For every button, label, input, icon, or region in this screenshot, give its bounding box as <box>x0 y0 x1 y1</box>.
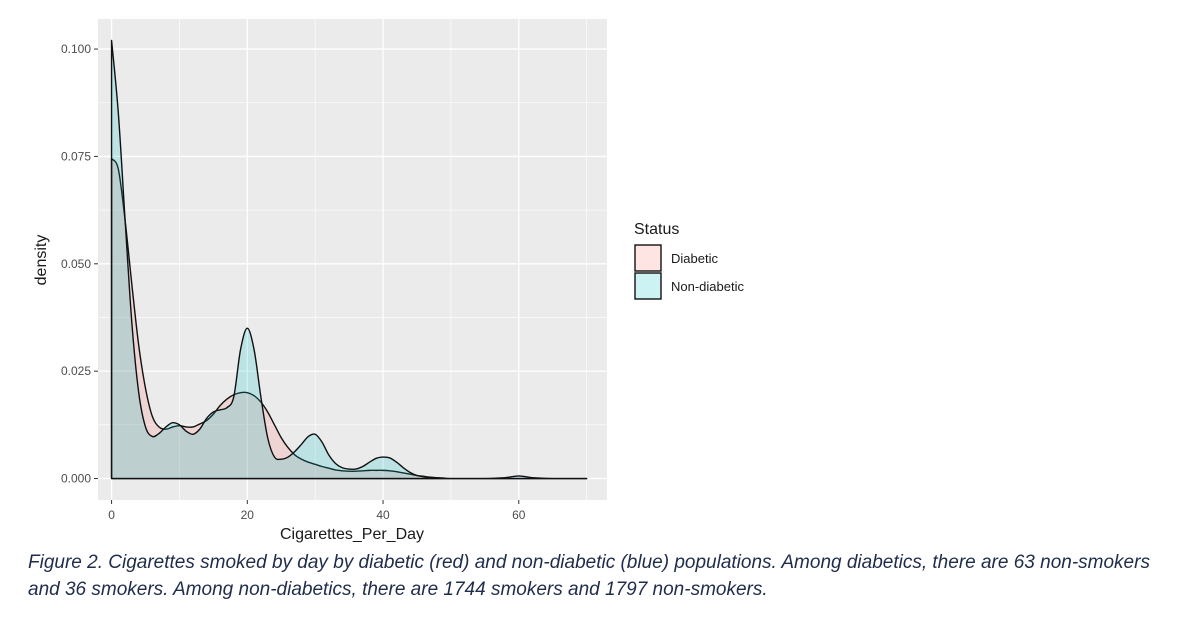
y-tick-label: 0.075 <box>61 149 91 163</box>
density-area-non-diabetic <box>111 40 587 479</box>
y-tick-label: 0.050 <box>61 257 91 271</box>
x-axis: 0 20 40 60 <box>108 500 526 522</box>
density-areas <box>110 39 588 480</box>
y-tick-label: 0.000 <box>61 472 91 486</box>
y-axis: 0.000 0.025 0.050 0.075 0.100 <box>61 42 98 486</box>
figure-caption: Figure 2. Cigarettes smoked by day by di… <box>28 552 1150 600</box>
y-axis-title: density <box>33 235 50 286</box>
legend-key-bg-diabetic <box>635 245 661 271</box>
legend-label-non-diabetic: Non-diabetic <box>671 279 744 294</box>
legend-label-diabetic: Diabetic <box>671 251 718 266</box>
y-tick-label: 0.100 <box>61 42 91 56</box>
density-chart: 0 20 40 60 0.000 0.025 0.050 0.075 0.100 Cigare… <box>33 19 744 543</box>
legend-key-diabetic <box>634 244 662 272</box>
density-area-diabetic <box>111 158 587 479</box>
y-tick-label: 0.025 <box>61 364 91 378</box>
x-axis-title: Cigarettes_Per_Day <box>280 526 424 543</box>
x-tick-label: 20 <box>241 508 255 522</box>
density-outline-non-diabetic <box>110 39 588 480</box>
legend-key-non-diabetic <box>634 272 662 300</box>
x-tick-label: 40 <box>376 508 390 522</box>
legend-title: Status <box>634 221 679 238</box>
minor-grid <box>98 19 607 500</box>
x-tick-label: 0 <box>108 508 115 522</box>
legend: Status Diabetic Non-diabetic <box>634 221 744 300</box>
plot-panel <box>98 19 607 500</box>
legend-key-bg-non-diabetic <box>635 273 661 299</box>
x-tick-label: 60 <box>512 508 526 522</box>
